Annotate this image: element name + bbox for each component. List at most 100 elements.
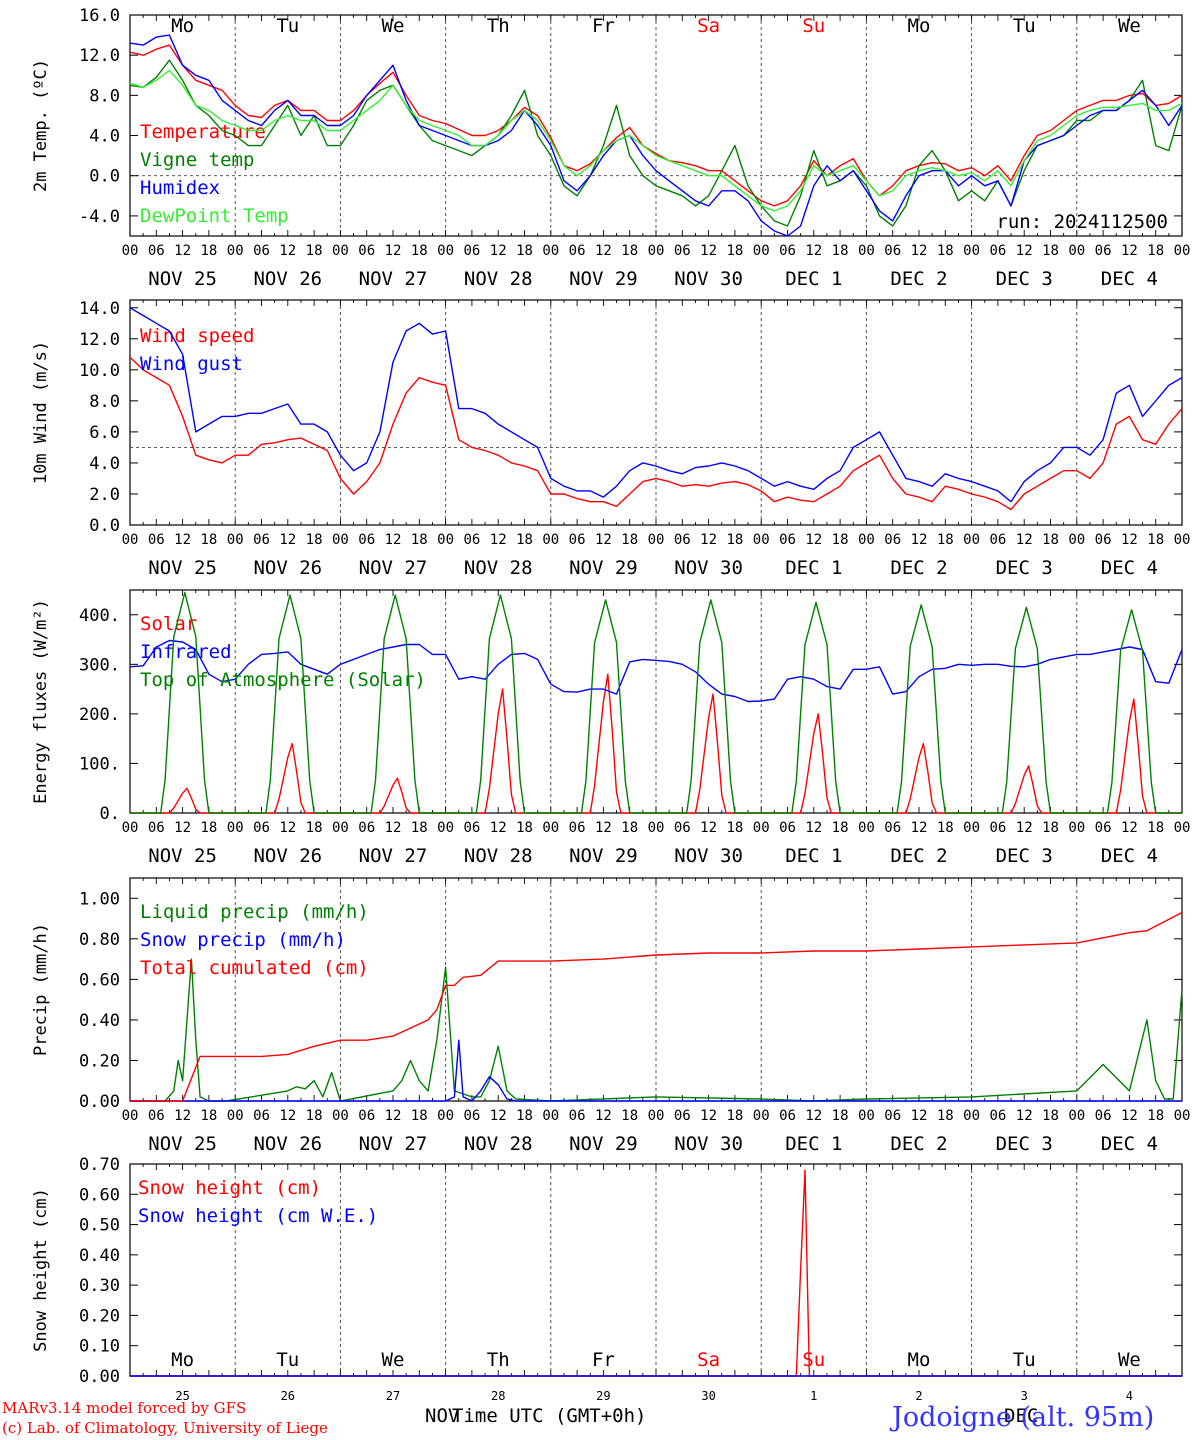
hour-tick-label: 12 <box>805 532 822 548</box>
credit-line-2: (c) Lab. of Climatology, University of L… <box>2 1419 328 1437</box>
legend-entry: Wind gust <box>140 353 243 375</box>
date-label: DEC 2 <box>890 845 947 867</box>
hour-tick-label: 00 <box>963 243 980 259</box>
hour-tick-label: 00 <box>332 243 349 259</box>
hour-tick-label: 12 <box>595 243 612 259</box>
hour-tick-label: 06 <box>779 532 796 548</box>
date-label: NOV 26 <box>253 1133 322 1155</box>
legend-entry: Temperature <box>140 121 266 143</box>
hour-tick-label: 12 <box>700 532 717 548</box>
hour-tick-label: 06 <box>463 532 480 548</box>
hour-tick-label: 12 <box>174 820 191 836</box>
hour-tick-label: 00 <box>437 820 454 836</box>
day-number-label: 27 <box>386 1389 400 1403</box>
day-number-label: 1 <box>810 1389 817 1403</box>
month-right-label: DEC <box>1004 1405 1039 1427</box>
weekday-label: Mo <box>908 15 931 37</box>
hour-tick-label: 18 <box>726 1108 743 1124</box>
y-tick-label: 100. <box>79 754 120 774</box>
hour-tick-label: 12 <box>279 243 296 259</box>
y-tick-label: 12.0 <box>79 46 120 66</box>
hour-tick-label: 18 <box>621 243 638 259</box>
date-label: DEC 3 <box>996 1133 1053 1155</box>
weekday-label: We <box>382 1349 405 1371</box>
weekday-label: Fr <box>592 1349 615 1371</box>
legend-entry: Wind speed <box>140 325 254 347</box>
y-tick-label: 0.0 <box>89 167 120 187</box>
date-label: DEC 2 <box>890 557 947 579</box>
hour-tick-label: 12 <box>385 532 402 548</box>
hour-tick-label: 18 <box>1042 532 1059 548</box>
hour-tick-label: 00 <box>1068 532 1085 548</box>
hour-tick-label: 12 <box>490 532 507 548</box>
hour-tick-label: 06 <box>989 532 1006 548</box>
hour-tick-label: 00 <box>963 532 980 548</box>
hour-tick-label: 12 <box>385 1108 402 1124</box>
hour-tick-label: 18 <box>621 1108 638 1124</box>
legend-entry: Top of Atmosphere (Solar) <box>140 669 426 691</box>
hour-tick-label: 06 <box>463 1108 480 1124</box>
hour-tick-label: 06 <box>884 532 901 548</box>
hour-tick-label: 18 <box>1042 243 1059 259</box>
hour-tick-label: 06 <box>779 1108 796 1124</box>
series-line-humidex <box>129 34 1183 237</box>
legend-entry: Humidex <box>140 177 220 199</box>
date-label: NOV 26 <box>253 845 322 867</box>
station-label: Jodoigne (alt. 95m) <box>892 1402 1155 1433</box>
hour-tick-label: 12 <box>490 243 507 259</box>
hour-tick-label: 06 <box>148 532 165 548</box>
series-line-total-cumulated-cm- <box>130 911 1183 1102</box>
hour-tick-label: 18 <box>726 243 743 259</box>
y-tick-label: 0.60 <box>79 1185 120 1205</box>
hour-tick-label: 12 <box>1121 820 1138 836</box>
date-label: DEC 3 <box>996 557 1053 579</box>
y-tick-label: 12.0 <box>79 330 120 350</box>
legend-entry: Vigne temp <box>140 149 254 171</box>
date-label: DEC 2 <box>890 268 947 290</box>
hour-tick-label: 06 <box>358 532 375 548</box>
series-line-wind-speed <box>129 356 1183 511</box>
hour-tick-label: 18 <box>306 1108 323 1124</box>
y-axis-title: Energy fluxes (W/m²) <box>31 599 51 804</box>
panel-frame-2 <box>129 589 1183 814</box>
hour-tick-label: 12 <box>490 820 507 836</box>
hour-tick-label: 00 <box>437 243 454 259</box>
hour-tick-label: 06 <box>358 1108 375 1124</box>
hour-tick-label: 18 <box>1042 820 1059 836</box>
hour-tick-label: 12 <box>174 243 191 259</box>
hour-tick-label: 18 <box>411 532 428 548</box>
weekday-label: Sa <box>697 15 720 37</box>
date-label: NOV 29 <box>569 1133 638 1155</box>
weekday-label: We <box>1118 1349 1141 1371</box>
run-label: run: 2024112500 <box>996 211 1168 233</box>
hour-tick-label: 18 <box>306 532 323 548</box>
hour-tick-label: 12 <box>279 1108 296 1124</box>
date-label: NOV 28 <box>464 1133 533 1155</box>
weekday-label: Tu <box>276 15 299 37</box>
hour-tick-label: 06 <box>989 820 1006 836</box>
hour-tick-label: 00 <box>332 1108 349 1124</box>
weekday-label: Mo <box>908 1349 931 1371</box>
hour-tick-label: 12 <box>700 243 717 259</box>
hour-tick-label: 00 <box>1068 1108 1085 1124</box>
day-number-label: 30 <box>701 1389 715 1403</box>
hour-tick-label: 18 <box>937 1108 954 1124</box>
y-tick-label: 0.30 <box>79 1276 120 1296</box>
hour-tick-label: 18 <box>1147 532 1164 548</box>
weekday-label: Th <box>487 15 510 37</box>
hour-tick-label: 00 <box>963 1108 980 1124</box>
y-tick-label: 0.60 <box>79 970 120 990</box>
hour-tick-label: 06 <box>253 1108 270 1124</box>
hour-tick-label: 12 <box>700 820 717 836</box>
hour-tick-label: 00 <box>542 1108 559 1124</box>
y-tick-label: 0.20 <box>79 1306 120 1326</box>
hour-tick-label: 12 <box>1121 532 1138 548</box>
hour-tick-label: 12 <box>805 1108 822 1124</box>
hour-tick-label: 18 <box>1147 820 1164 836</box>
hour-tick-label: 18 <box>937 532 954 548</box>
y-tick-label: 0.10 <box>79 1337 120 1357</box>
series-line-temperature <box>129 44 1183 207</box>
panel-frame-1 <box>129 299 1183 526</box>
date-label: DEC 4 <box>1101 557 1158 579</box>
date-label: NOV 29 <box>569 268 638 290</box>
